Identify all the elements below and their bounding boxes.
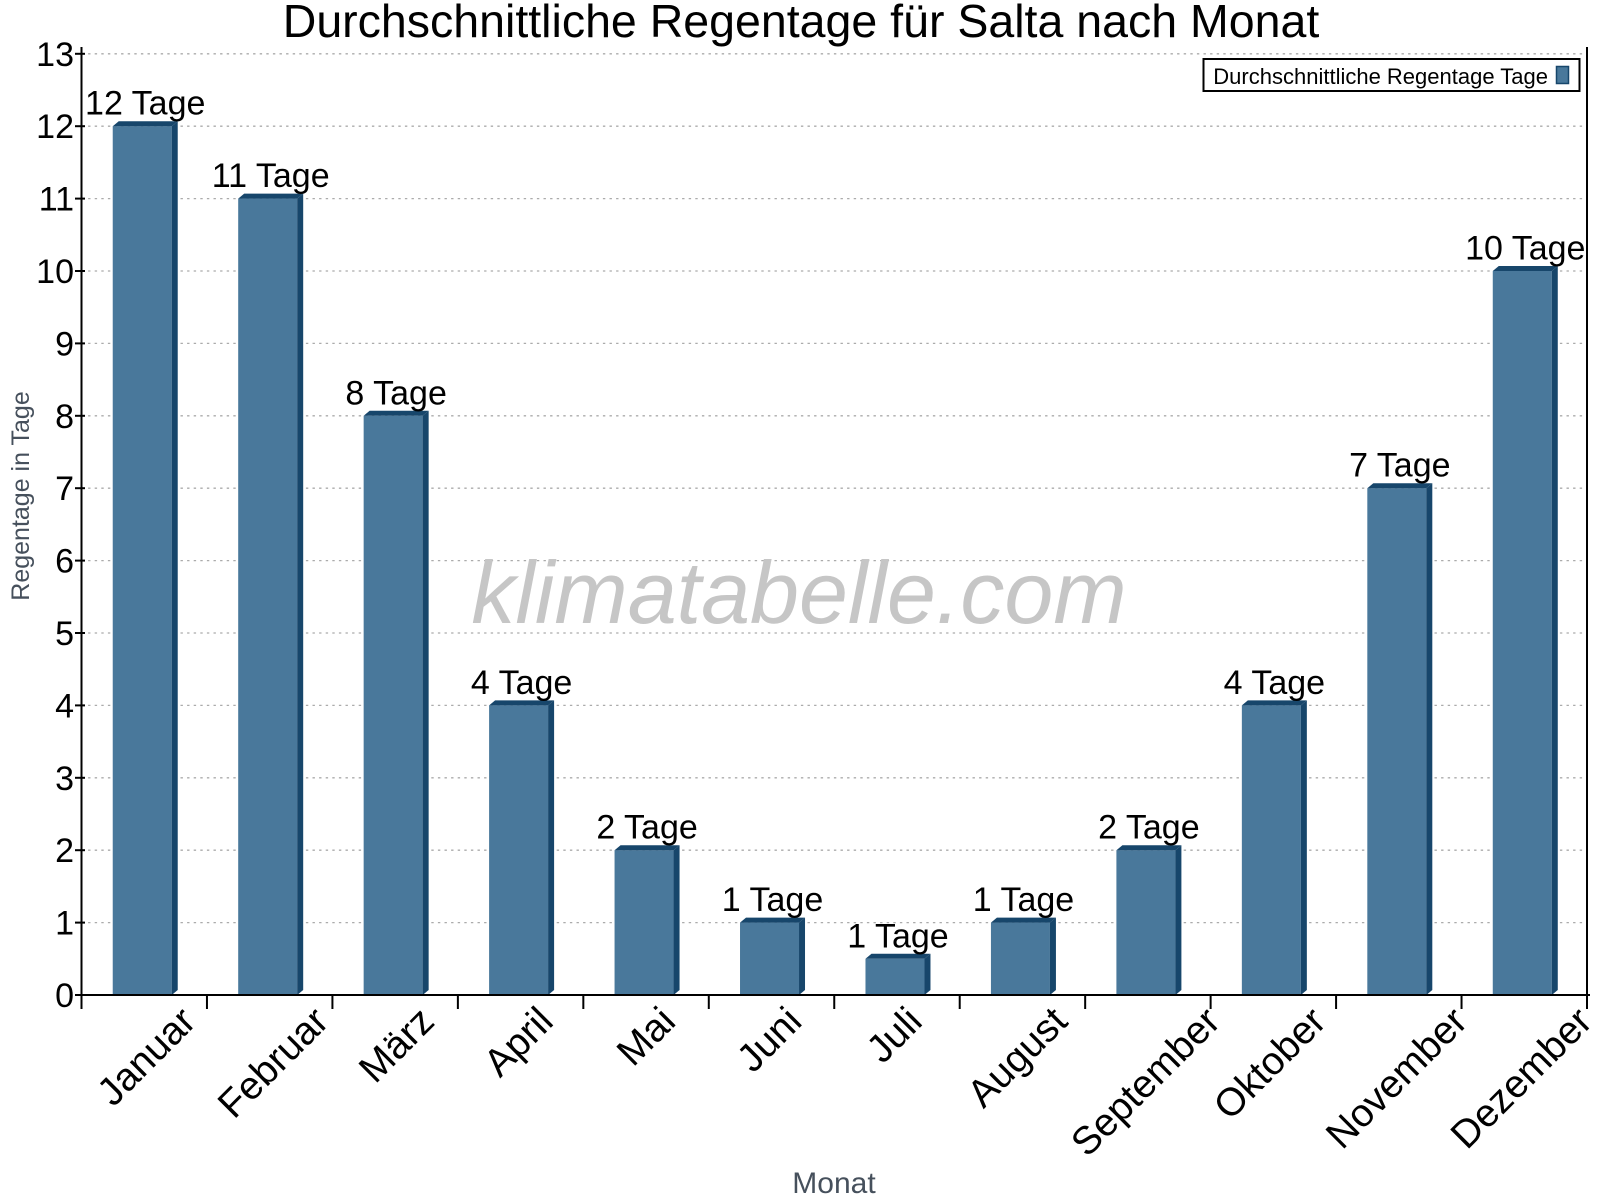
svg-text:13: 13 xyxy=(36,36,74,74)
svg-text:6: 6 xyxy=(55,543,74,581)
svg-text:7: 7 xyxy=(55,470,74,508)
svg-text:2 Tage: 2 Tage xyxy=(596,809,697,847)
svg-text:5: 5 xyxy=(55,615,74,653)
svg-text:1 Tage: 1 Tage xyxy=(973,881,1074,919)
svg-text:1 Tage: 1 Tage xyxy=(722,881,823,919)
svg-text:1 Tage: 1 Tage xyxy=(847,917,948,955)
svg-text:Monat: Monat xyxy=(792,1167,876,1200)
svg-text:Regentage in Tage: Regentage in Tage xyxy=(7,391,35,600)
svg-text:12 Tage: 12 Tage xyxy=(85,85,205,123)
svg-text:0: 0 xyxy=(55,977,74,1015)
svg-text:Durchschnittliche Regentage Ta: Durchschnittliche Regentage Tage xyxy=(1213,64,1548,89)
svg-text:2 Tage: 2 Tage xyxy=(1098,809,1199,847)
svg-text:11 Tage: 11 Tage xyxy=(212,157,330,195)
svg-text:4 Tage: 4 Tage xyxy=(1224,664,1325,702)
svg-text:9: 9 xyxy=(55,325,74,363)
svg-text:10 Tage: 10 Tage xyxy=(1465,230,1585,268)
svg-text:12: 12 xyxy=(36,108,74,146)
svg-text:10: 10 xyxy=(36,253,74,291)
svg-text:2: 2 xyxy=(55,832,74,870)
svg-text:4 Tage: 4 Tage xyxy=(471,664,572,702)
svg-text:klimatabelle.com: klimatabelle.com xyxy=(471,543,1126,642)
svg-text:8: 8 xyxy=(55,398,74,436)
svg-text:1: 1 xyxy=(55,905,74,943)
svg-text:Durchschnittliche Regentage fü: Durchschnittliche Regentage für Salta na… xyxy=(283,0,1320,47)
svg-text:8 Tage: 8 Tage xyxy=(345,374,446,412)
svg-text:4: 4 xyxy=(55,687,74,725)
svg-text:3: 3 xyxy=(55,760,74,798)
svg-text:7 Tage: 7 Tage xyxy=(1349,447,1450,485)
svg-text:11: 11 xyxy=(39,181,74,219)
